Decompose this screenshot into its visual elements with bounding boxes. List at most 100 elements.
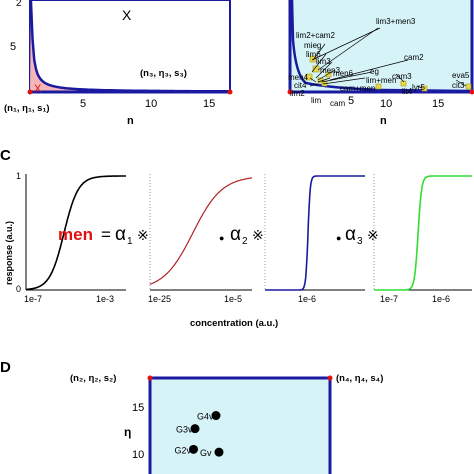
combo-label: eva5 bbox=[452, 71, 470, 80]
panel-b-x-tick-15: 15 bbox=[432, 98, 444, 110]
combo-label: lyr5 bbox=[412, 83, 425, 92]
panel-a-corner-dot-left bbox=[27, 89, 33, 95]
subplot-4-x-tick-right: 1e-6 bbox=[432, 294, 450, 304]
panel-c: C response (a.u.) 1 0 1e-7 1e-3 1e-25 1e… bbox=[0, 147, 472, 329]
combo-label: cam2 bbox=[404, 53, 424, 62]
panel-a-x-tick-15: 15 bbox=[203, 98, 215, 110]
subplot-4-curve bbox=[374, 175, 472, 291]
panel-a-x-tick-10: 10 bbox=[145, 98, 157, 110]
combo-label: lim3 bbox=[316, 57, 331, 66]
subplot-4-x-tick-left: 1e-7 bbox=[380, 294, 398, 304]
combo-label: lim2+cam2 bbox=[296, 31, 335, 40]
equation-op-1: ※ bbox=[137, 227, 149, 243]
panel-c-y-tick-1: 1 bbox=[16, 171, 21, 181]
combo-label: lim bbox=[311, 96, 322, 105]
panel-a: 2 5 X X (n₃, η₃, s₃) (n₁, η₁, s₁) 5 10 1… bbox=[4, 0, 233, 127]
equation-equals: = bbox=[101, 225, 111, 244]
panel-d: D (n₂, η₂, s₂) (n₄, η₄, s₄) η 15 10 G4vG… bbox=[0, 359, 383, 474]
equation-sub-2: 2 bbox=[242, 236, 248, 247]
subplot-3-curve bbox=[265, 175, 365, 291]
panel-a-corner-label-right: (n₃, η₃, s₃) bbox=[140, 68, 187, 79]
panel-c-x-label: concentration (a.u.) bbox=[190, 318, 278, 329]
subplot-3-x-tick: 1e-6 bbox=[298, 294, 316, 304]
combo-label: cit4 bbox=[294, 81, 307, 90]
panel-b-x-tick-10: 10 bbox=[380, 98, 392, 110]
panel-d-y-tick-15: 15 bbox=[132, 402, 144, 414]
panel-d-points: G4v G3v G2v Gv bbox=[175, 411, 224, 458]
scatter-label-g3v: G3v bbox=[176, 425, 193, 435]
equation-lhs: men bbox=[58, 225, 93, 244]
equation-sub-1: 1 bbox=[127, 236, 133, 247]
scatter-label-g4v: G4v bbox=[197, 412, 214, 422]
subplot-2-curve bbox=[149, 177, 253, 285]
panel-d-y-label: η bbox=[124, 425, 131, 439]
panel-b-curve bbox=[290, 0, 471, 93]
panel-b-x-label: n bbox=[380, 115, 387, 127]
subplot-1-curve bbox=[26, 175, 126, 291]
equation-dot-2: ● bbox=[219, 233, 224, 243]
panel-b-corner-dot-right bbox=[469, 89, 474, 95]
combo-label: cam3 bbox=[392, 72, 412, 81]
panel-b-combo-labels: lim3+men3 lim2+cam2 mieg lim6 lim3 cam2 … bbox=[288, 17, 470, 108]
combo-marker bbox=[465, 83, 472, 90]
subplot-2-x-tick-right: 1e-5 bbox=[224, 294, 242, 304]
panel-d-plot-area bbox=[148, 376, 332, 474]
panel-a-plot-area bbox=[29, 0, 231, 93]
equation-alpha-2: α bbox=[230, 224, 241, 245]
panel-d-corner-label-left: (n₂, η₂, s₂) bbox=[70, 373, 116, 384]
panel-d-corner-label-right: (n₄, η₄, s₄) bbox=[336, 373, 383, 384]
scatter-label-g2v: G2v bbox=[175, 445, 192, 455]
scatter-point-gv bbox=[214, 447, 224, 457]
equation-sub-3: 3 bbox=[357, 236, 363, 247]
combo-marker bbox=[421, 85, 428, 92]
combo-label: lim2 bbox=[290, 89, 305, 98]
combo-label: lim6 bbox=[306, 50, 321, 59]
combo-marker bbox=[305, 73, 313, 81]
combo-marker bbox=[325, 71, 332, 78]
panel-a-red-marker: X bbox=[34, 83, 42, 95]
panel-b-arrows bbox=[309, 27, 467, 89]
panel-c-y-tick-0: 0 bbox=[16, 284, 21, 294]
combo-marker bbox=[309, 55, 317, 63]
equation-alpha-3: α bbox=[345, 224, 356, 245]
subplot-2-x-tick-left: 1e-25 bbox=[148, 294, 171, 304]
combo-label: men6 bbox=[333, 69, 354, 78]
combo-label: men3 bbox=[320, 66, 341, 75]
panel-d-corner-dot-left bbox=[147, 375, 153, 381]
combo-label: cam bbox=[330, 99, 345, 108]
equation-dot-3: ● bbox=[336, 233, 341, 243]
panel-a-corner-label-left: (n₁, η₁, s₁) bbox=[4, 103, 50, 114]
combo-label: lim+men bbox=[366, 76, 396, 85]
panel-a-x-label: n bbox=[127, 115, 134, 127]
combo-label: cam+men bbox=[340, 84, 375, 93]
panel-d-y-tick-10: 10 bbox=[132, 449, 144, 461]
subplot-1-x-tick-left: 1e-7 bbox=[24, 294, 42, 304]
panel-d-label: D bbox=[0, 359, 11, 376]
combo-label: mieg bbox=[304, 41, 321, 50]
combo-label: lit4 bbox=[402, 87, 413, 96]
panel-b-x-tick-5: 5 bbox=[348, 95, 354, 107]
subplot-1-x-tick-right: 1e-3 bbox=[96, 294, 114, 304]
panel-a-top-tick: 2 bbox=[16, 0, 22, 9]
scatter-point-g4v bbox=[211, 411, 221, 421]
panel-c-y-label: response (a.u.) bbox=[4, 221, 14, 285]
equation-op-2: ※ bbox=[252, 227, 264, 243]
combo-label: lim3+men3 bbox=[376, 17, 416, 26]
panel-c-label: C bbox=[0, 147, 11, 164]
combo-label: men4 bbox=[288, 73, 309, 82]
combo-label: cit3 bbox=[452, 81, 465, 90]
combo-marker bbox=[400, 80, 407, 87]
panel-a-y-tick: 5 bbox=[10, 41, 16, 53]
equation-alpha-1: α bbox=[115, 224, 126, 245]
combo-marker bbox=[375, 83, 382, 90]
scatter-label-gv: Gv bbox=[200, 448, 212, 458]
combo-label: eg bbox=[370, 67, 379, 76]
panel-a-corner-dot-right bbox=[227, 89, 233, 95]
panel-a-x-tick-5: 5 bbox=[80, 98, 86, 110]
panel-b: lim3+men3 lim2+cam2 mieg lim6 lim3 cam2 … bbox=[287, 0, 474, 127]
scatter-point-g2v bbox=[189, 444, 198, 454]
panel-a-region-marker: X bbox=[122, 7, 132, 23]
equation-op-3: ※ bbox=[367, 227, 379, 243]
panel-b-corner-dot-left bbox=[287, 89, 293, 95]
